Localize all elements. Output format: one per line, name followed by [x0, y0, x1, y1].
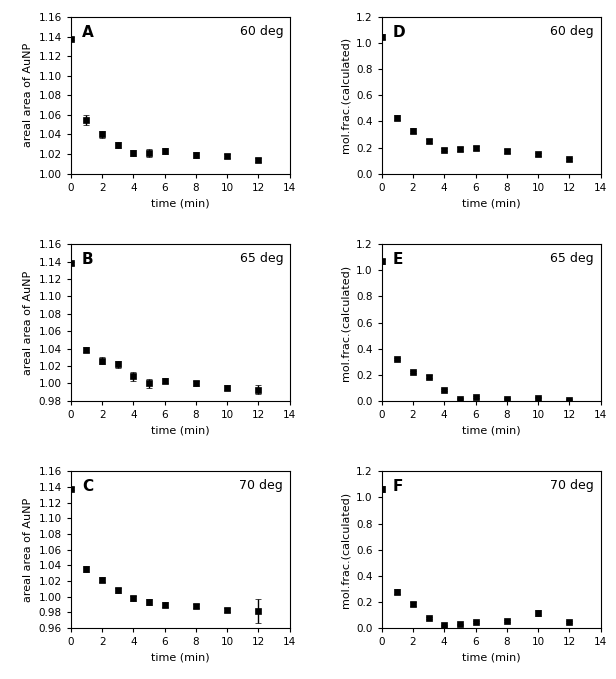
X-axis label: time (min): time (min): [151, 426, 209, 435]
Y-axis label: mol.frac.(calculated): mol.frac.(calculated): [341, 37, 351, 153]
Y-axis label: mol.frac.(calculated): mol.frac.(calculated): [341, 492, 351, 608]
Text: 65 deg: 65 deg: [240, 252, 283, 265]
Text: C: C: [82, 479, 93, 494]
Text: F: F: [392, 479, 403, 494]
Text: 65 deg: 65 deg: [551, 252, 594, 265]
X-axis label: time (min): time (min): [462, 653, 521, 663]
Y-axis label: mol.frac.(calculated): mol.frac.(calculated): [341, 264, 351, 381]
Text: 70 deg: 70 deg: [550, 479, 594, 492]
Y-axis label: areal area of AuNP: areal area of AuNP: [23, 498, 33, 602]
Text: A: A: [82, 25, 94, 40]
Text: 60 deg: 60 deg: [551, 25, 594, 38]
X-axis label: time (min): time (min): [462, 426, 521, 435]
Y-axis label: areal area of AuNP: areal area of AuNP: [23, 270, 33, 375]
Text: B: B: [82, 252, 94, 267]
Y-axis label: areal area of AuNP: areal area of AuNP: [23, 43, 33, 147]
X-axis label: time (min): time (min): [151, 653, 209, 663]
Text: 70 deg: 70 deg: [240, 479, 283, 492]
Text: 60 deg: 60 deg: [240, 25, 283, 38]
Text: E: E: [392, 252, 403, 267]
Text: D: D: [392, 25, 405, 40]
X-axis label: time (min): time (min): [462, 198, 521, 208]
X-axis label: time (min): time (min): [151, 198, 209, 208]
